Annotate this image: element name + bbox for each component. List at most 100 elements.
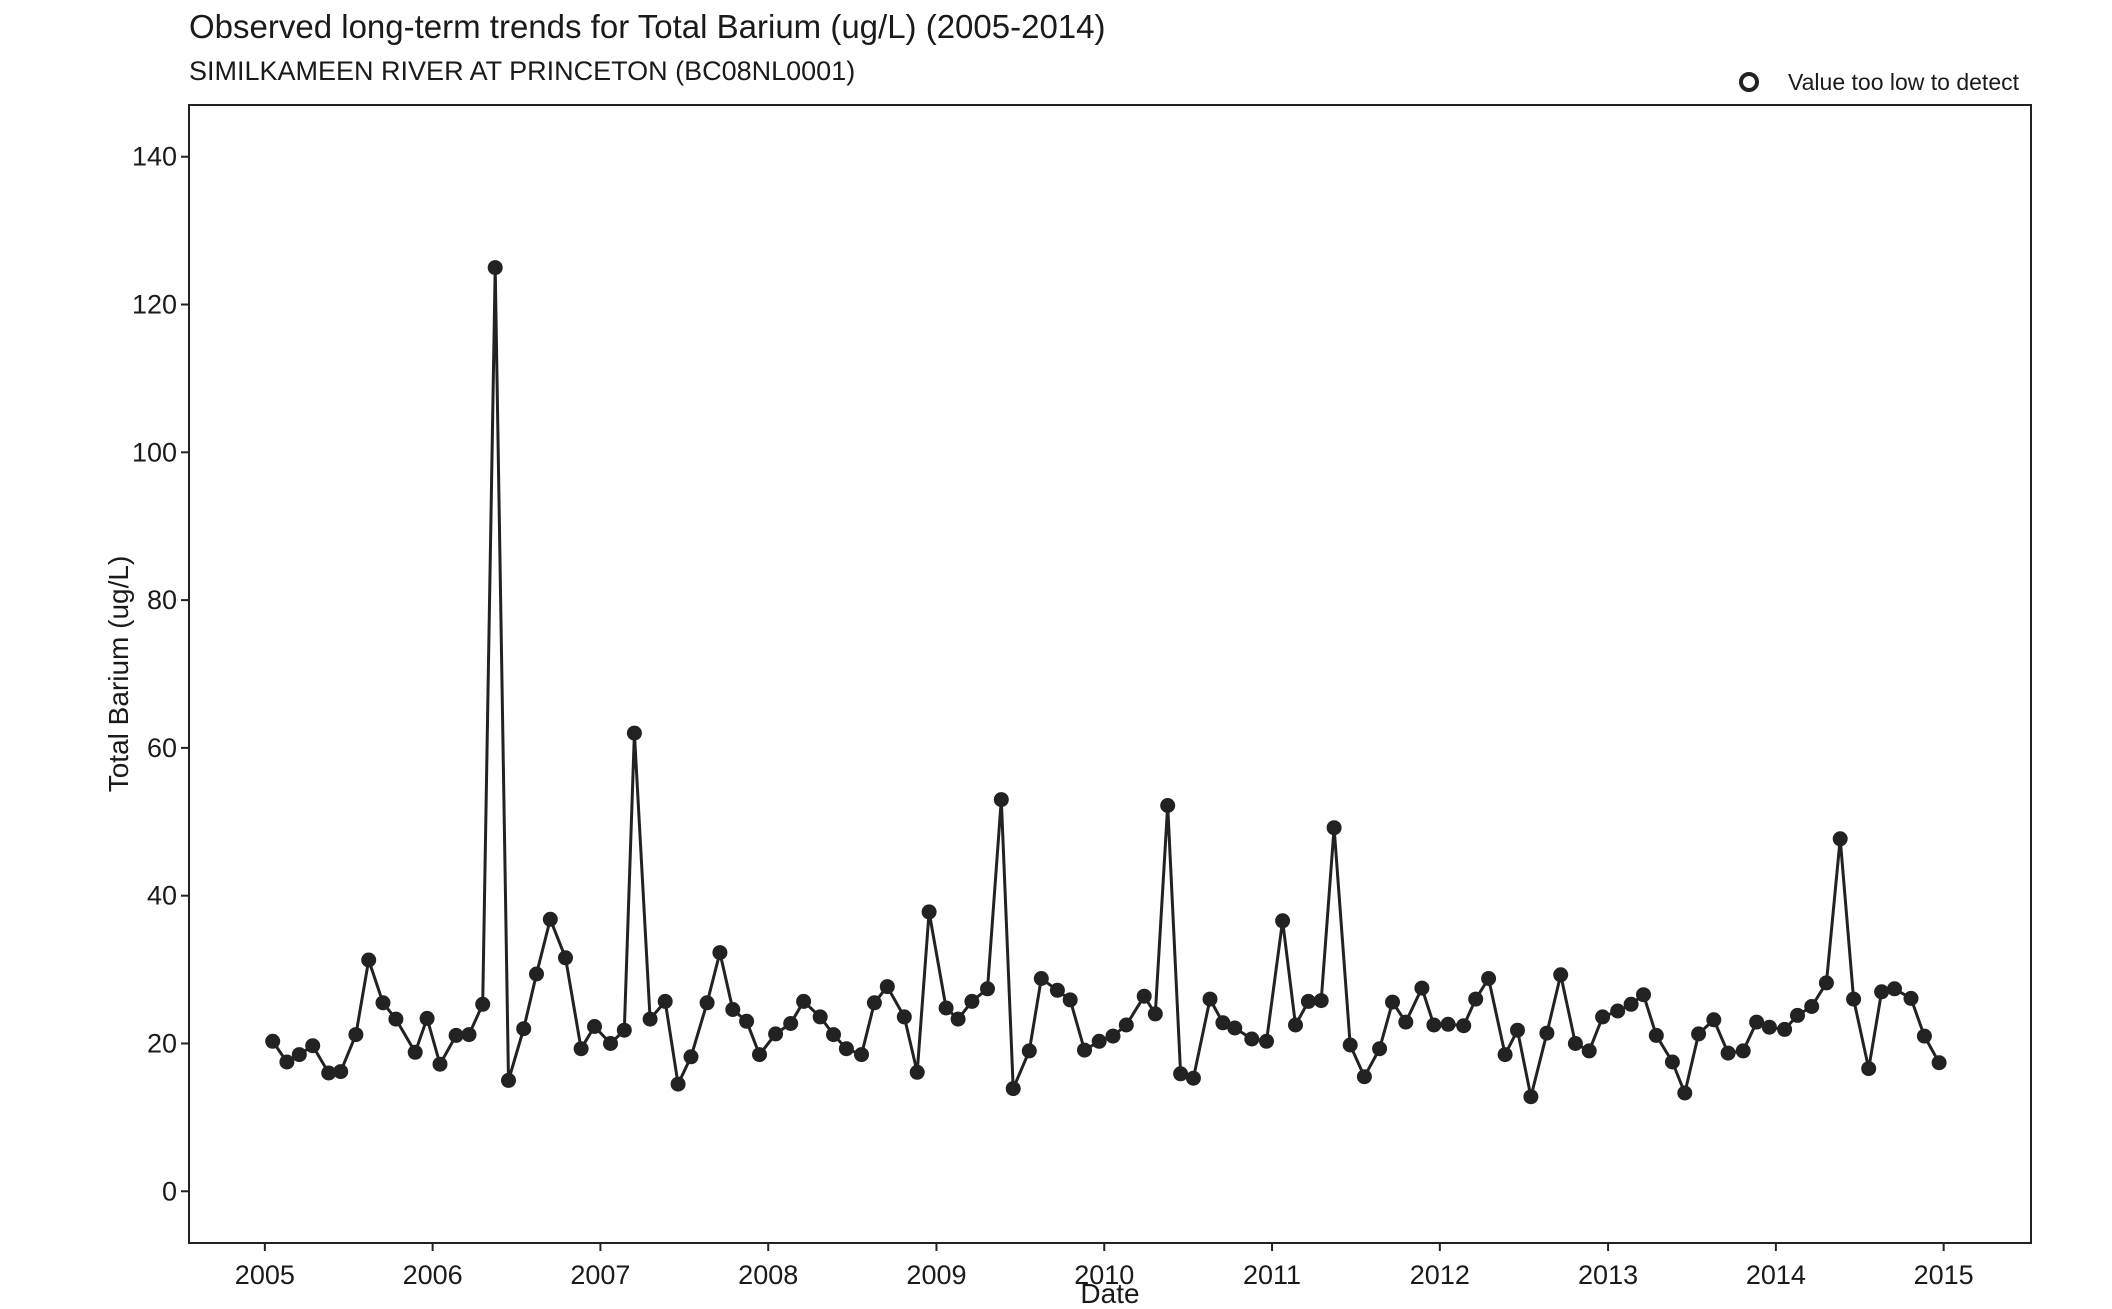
data-point xyxy=(1595,1009,1611,1025)
data-point xyxy=(1227,1020,1243,1036)
data-point xyxy=(558,950,573,966)
y-tick-label: 80 xyxy=(147,585,177,615)
data-point xyxy=(1440,1016,1456,1032)
x-tick-label: 2008 xyxy=(738,1260,798,1290)
x-tick-label: 2006 xyxy=(403,1260,463,1290)
data-point xyxy=(1510,1022,1525,1038)
data-point xyxy=(796,993,812,1009)
data-point xyxy=(752,1047,767,1063)
data-point xyxy=(1749,1014,1765,1030)
data-point xyxy=(1610,1003,1626,1019)
data-point xyxy=(305,1038,321,1054)
x-tick-label: 2005 xyxy=(235,1260,295,1290)
data-point xyxy=(1777,1021,1793,1037)
data-point xyxy=(1581,1043,1597,1059)
x-tick-label: 2015 xyxy=(1914,1260,1974,1290)
data-point xyxy=(642,1011,658,1027)
y-tick-label: 100 xyxy=(132,437,177,467)
data-point xyxy=(1033,971,1049,986)
data-point xyxy=(826,1027,841,1043)
data-point xyxy=(1861,1061,1877,1077)
x-tick-label: 2013 xyxy=(1578,1260,1638,1290)
data-point xyxy=(896,1009,912,1025)
data-point xyxy=(1414,980,1430,996)
data-point xyxy=(1916,1028,1932,1044)
data-point xyxy=(1887,981,1902,997)
data-point xyxy=(670,1076,686,1092)
data-point xyxy=(783,1016,799,1031)
data-point xyxy=(1539,1025,1555,1041)
data-point xyxy=(279,1054,295,1070)
data-point xyxy=(1342,1037,1358,1053)
data-point xyxy=(1481,971,1497,986)
data-point xyxy=(812,1009,828,1025)
data-point xyxy=(1846,991,1862,1007)
data-point xyxy=(1706,1012,1722,1028)
data-point xyxy=(950,1011,966,1027)
y-tick-label: 120 xyxy=(132,290,177,320)
data-point xyxy=(657,993,673,1009)
x-tick-label: 2012 xyxy=(1410,1260,1470,1290)
data-point xyxy=(1385,994,1400,1010)
data-point xyxy=(980,981,995,997)
data-point xyxy=(419,1010,435,1026)
plot-panel xyxy=(188,104,2032,1244)
data-point xyxy=(375,995,391,1011)
data-point xyxy=(1426,1017,1442,1033)
x-tick-label: 2011 xyxy=(1243,1260,1301,1290)
data-point xyxy=(1497,1047,1513,1063)
x-tick-label: 2007 xyxy=(570,1260,630,1290)
data-point xyxy=(616,1022,632,1038)
data-point xyxy=(1623,996,1639,1012)
data-point xyxy=(1691,1026,1707,1042)
data-point xyxy=(909,1064,925,1080)
data-point xyxy=(739,1013,755,1029)
data-point xyxy=(1326,820,1342,836)
data-point xyxy=(699,995,715,1011)
series-line xyxy=(271,267,1941,1098)
data-point xyxy=(1259,1033,1274,1049)
data-point xyxy=(1720,1045,1736,1061)
data-point xyxy=(964,993,980,1009)
data-point xyxy=(1136,988,1152,1004)
y-tick-label: 60 xyxy=(147,733,177,763)
y-axis: 0 20 40 60 80 100 120 140 xyxy=(132,142,189,1206)
data-point xyxy=(1118,1017,1134,1033)
data-point xyxy=(1356,1069,1372,1085)
data-point xyxy=(432,1056,448,1072)
data-point xyxy=(1874,984,1890,1000)
data-point xyxy=(1105,1028,1121,1044)
data-point xyxy=(1832,831,1848,847)
data-point xyxy=(1049,982,1065,998)
data-point xyxy=(1160,798,1176,813)
data-point xyxy=(573,1041,589,1057)
data-point xyxy=(516,1021,532,1037)
data-point xyxy=(529,966,544,982)
data-point xyxy=(388,1011,404,1027)
chart-title: Observed long-term trends for Total Bari… xyxy=(189,8,1106,45)
data-point xyxy=(291,1047,307,1063)
data-point xyxy=(1372,1041,1388,1057)
legend: Value too low to detect xyxy=(1739,69,2020,95)
data-point xyxy=(1062,992,1078,1008)
y-tick-label: 40 xyxy=(147,881,177,911)
data-point xyxy=(768,1026,784,1042)
data-point xyxy=(854,1047,869,1063)
data-point xyxy=(1931,1055,1947,1071)
data-point xyxy=(1804,999,1820,1014)
data-point xyxy=(838,1041,854,1057)
x-axis: 2005 2006 2007 2008 2009 2010 2011 2012 2013 2014… xyxy=(235,1243,1974,1290)
chart-subtitle: SIMILKAMEEN RIVER AT PRINCETON (BC08NL00… xyxy=(189,56,856,86)
data-point xyxy=(1173,1066,1189,1082)
data-point xyxy=(448,1027,464,1043)
data-point xyxy=(1648,1027,1664,1043)
data-point xyxy=(587,1019,602,1034)
data-point xyxy=(1636,987,1651,1003)
y-tick-label: 140 xyxy=(132,142,177,172)
data-point xyxy=(1818,975,1834,991)
data-point xyxy=(265,1033,281,1049)
data-point xyxy=(921,904,937,920)
legend-open-circle-icon xyxy=(1739,72,1759,92)
data-point xyxy=(321,1065,337,1081)
data-point xyxy=(725,1002,741,1017)
